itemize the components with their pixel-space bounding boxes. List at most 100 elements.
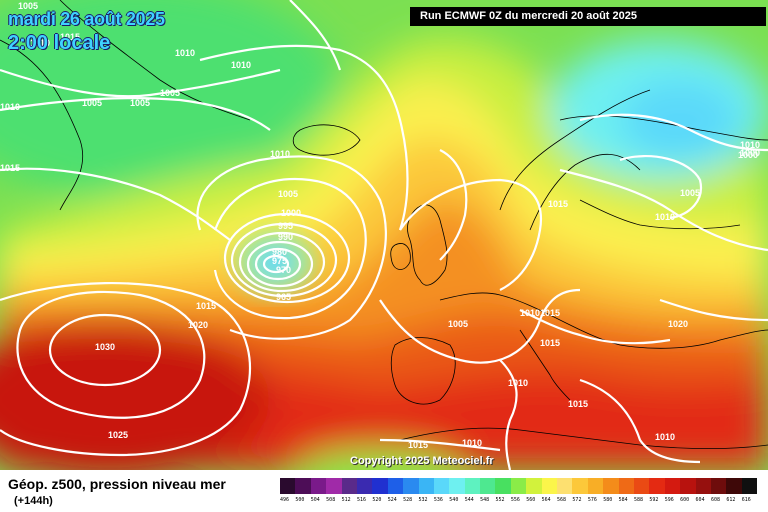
isobar-label: 1010 xyxy=(520,308,540,318)
scale-tick-label: 496 xyxy=(280,497,290,503)
scale-tick-label: 600 xyxy=(680,497,690,503)
isobar-label: 1015 xyxy=(0,163,20,173)
scale-tick-label: 588 xyxy=(633,497,644,503)
scale-swatch: 520 xyxy=(372,478,388,503)
forecast-date-title: mardi 26 août 2025 xyxy=(8,9,165,29)
scale-swatch: 560 xyxy=(526,478,542,503)
scale-swatch: 564 xyxy=(541,478,558,503)
scale-tick-label: 536 xyxy=(433,497,443,503)
scale-swatch: 544 xyxy=(464,478,481,503)
isobar-label: 1015 xyxy=(408,440,428,450)
legend-title: Géop. z500, pression niveau mer xyxy=(8,476,226,492)
scale-swatch: 616 xyxy=(741,478,758,503)
isobar-label: 1010 xyxy=(655,212,675,222)
isobars xyxy=(0,0,768,470)
scale-tick-label: 612 xyxy=(726,497,736,503)
scale-swatch: 576 xyxy=(587,478,604,503)
copyright-notice: Copyright 2025 Meteociel.fr xyxy=(350,455,494,467)
scale-tick-label: 512 xyxy=(341,497,351,503)
isobar-label: 1005 xyxy=(82,98,102,108)
isobar-label: 1010 xyxy=(508,378,528,388)
isobar-label: 965 xyxy=(276,292,291,302)
scale-tick-label: 508 xyxy=(326,497,336,503)
scale-swatch: 548 xyxy=(480,478,496,503)
scale-tick-label: 524 xyxy=(387,497,397,503)
scale-tick-label: 560 xyxy=(526,497,536,503)
scale-tick-label: 596 xyxy=(664,497,674,503)
scale-swatch: 540 xyxy=(449,478,465,503)
scale-tick-label: 552 xyxy=(495,497,505,503)
scale-swatch: 504 xyxy=(310,478,327,503)
isobar-label: 1010 xyxy=(175,48,195,58)
scale-tick-label: 520 xyxy=(372,497,382,503)
color-scale: 496 500 504 508 512 516 520 524 528 532 536 540 544 5… xyxy=(280,478,758,503)
isobar-label: 1005 xyxy=(18,1,38,11)
scale-swatch: 500 xyxy=(295,478,311,503)
isobar-label: 1025 xyxy=(108,430,128,440)
scale-tick-label: 572 xyxy=(572,497,582,503)
scale-swatch: 556 xyxy=(510,478,527,503)
scale-swatch: 572 xyxy=(572,478,588,503)
scale-tick-label: 616 xyxy=(741,497,751,503)
isobar-label: 980 xyxy=(272,247,287,257)
isobar-label: 995 xyxy=(278,221,293,231)
scale-swatch: 588 xyxy=(633,478,650,503)
scale-swatch: 496 xyxy=(280,478,296,503)
scale-tick-label: 544 xyxy=(464,497,474,503)
forecast-lead-time: (+144h) xyxy=(14,495,53,507)
scale-swatch: 612 xyxy=(726,478,742,503)
scale-tick-label: 568 xyxy=(557,497,567,503)
forecast-local-time: 2:00 locale xyxy=(8,32,111,54)
scale-swatch: 600 xyxy=(680,478,696,503)
scale-swatch: 552 xyxy=(495,478,511,503)
scale-tick-label: 504 xyxy=(310,497,320,503)
isobar-label: 1015 xyxy=(196,301,216,311)
isobar-label: 1010 xyxy=(462,438,482,448)
scale-tick-label: 532 xyxy=(418,497,428,503)
isobar-label: 1015 xyxy=(568,399,588,409)
scale-swatch: 524 xyxy=(387,478,404,503)
isobar-label: 1015 xyxy=(60,32,80,42)
scale-tick-label: 576 xyxy=(587,497,597,503)
isobar-label: 1000 xyxy=(740,148,760,158)
scale-tick-label: 592 xyxy=(649,497,659,503)
isobar-label: 1010 xyxy=(740,140,760,150)
legend-bar: Géop. z500, pression niveau mer (+144h) … xyxy=(0,470,768,512)
scale-swatch: 528 xyxy=(403,478,419,503)
isobar-label: 1005 xyxy=(448,319,468,329)
scale-tick-label: 608 xyxy=(710,497,720,503)
forecast-map: 1005 1005 1005 1005 1010 1010 1010 1015 … xyxy=(0,0,768,470)
scale-swatch: 604 xyxy=(695,478,711,503)
coastlines xyxy=(0,0,768,450)
scale-swatch: 584 xyxy=(618,478,634,503)
map-area: 1005 1005 1005 1005 1010 1010 1010 1015 … xyxy=(0,0,768,470)
scale-tick-label: 604 xyxy=(695,497,705,503)
geopotential-field xyxy=(0,0,768,470)
isobar-label: 1005 xyxy=(278,189,298,199)
isobar-label: 1010 xyxy=(30,38,50,48)
scale-swatch: 532 xyxy=(418,478,434,503)
isobar-labels: 1005 1005 1005 1005 1010 1010 1010 1015 … xyxy=(0,1,760,450)
isobar-label: 1010 xyxy=(0,102,20,112)
isobar-label: 970 xyxy=(276,265,291,275)
isobar-label: 1010 xyxy=(655,432,675,442)
isobar-label: 1005 xyxy=(130,98,150,108)
scale-tick-label: 564 xyxy=(541,497,551,503)
isobar-label: 1005 xyxy=(160,88,180,98)
isobar-label: 990 xyxy=(278,232,293,242)
isobar-label: 1000 xyxy=(281,208,301,218)
isobar-label: 975 xyxy=(272,256,287,266)
scale-swatch: 608 xyxy=(710,478,727,503)
scale-tick-label: 584 xyxy=(618,497,628,503)
scale-swatch: 536 xyxy=(433,478,450,503)
scale-tick-label: 516 xyxy=(356,497,366,503)
isobar-label: 1020 xyxy=(668,319,688,329)
scale-swatch: 596 xyxy=(664,478,681,503)
scale-swatch: 592 xyxy=(649,478,665,503)
isobar-label: 1010 xyxy=(270,149,290,159)
scale-tick-label: 500 xyxy=(295,497,305,503)
scale-swatch: 580 xyxy=(603,478,619,503)
isobar-label: 1000 xyxy=(738,150,758,160)
scale-tick-label: 548 xyxy=(480,497,490,503)
